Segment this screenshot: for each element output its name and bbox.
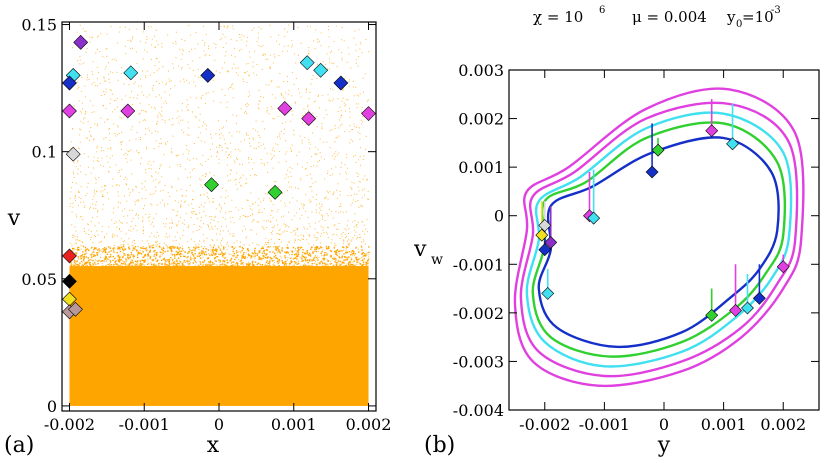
panel-a-marker xyxy=(73,34,89,50)
panel-a-marker xyxy=(123,65,139,81)
panel-a-y-label: v xyxy=(7,206,21,231)
x-tick-label: 0.002 xyxy=(760,415,806,434)
x-tick-label: -0.001 xyxy=(579,415,630,434)
panel-b-marker xyxy=(651,143,665,157)
panel-a-marker xyxy=(301,111,317,127)
orange-fringe xyxy=(69,245,370,281)
panel-b: -0.002 -0.001 0 0.001 0.002 -0.004 -0.003 -0.00… xyxy=(413,61,820,458)
panel-a-marker xyxy=(313,62,329,78)
panel-a-marker xyxy=(204,177,219,193)
panel-b-marker xyxy=(705,308,719,322)
title-mu: μ = 0.004 xyxy=(632,8,707,26)
panel-b-marker xyxy=(741,301,754,315)
panel-b-marker xyxy=(752,291,766,305)
x-tick-label: 0.001 xyxy=(701,415,747,434)
panel-a-marker xyxy=(62,103,77,119)
y-tick-label: 0.003 xyxy=(458,61,504,80)
title-y0: y xyxy=(726,8,736,26)
panel-a-marker xyxy=(62,248,77,264)
y-tick-label: 0.1 xyxy=(32,143,57,162)
panel-a-x-label: x xyxy=(207,433,220,458)
panel-a-marker xyxy=(62,75,77,91)
panel-a-marker xyxy=(361,106,376,121)
panel-b-marker xyxy=(729,304,742,317)
panel-a-marker xyxy=(267,184,283,200)
panel-a-marker xyxy=(200,67,216,83)
panel-b-loop xyxy=(519,101,799,378)
y-tick-label: 0 xyxy=(494,207,504,226)
x-tick-label: -0.002 xyxy=(519,415,570,434)
panel-a-ticks: -0.002 -0.001 0 0.001 0.002 0 0.05 0.1 0.15 xyxy=(21,16,391,434)
panel-b-loop xyxy=(531,121,787,358)
panel-b-marker xyxy=(541,287,555,300)
title-y0-value: =10 xyxy=(742,8,774,26)
panel-b-marker xyxy=(544,236,558,249)
y-tick-label: -0.001 xyxy=(453,255,504,274)
panel-a-marker xyxy=(62,273,77,289)
panel-a-markers xyxy=(62,34,376,320)
panel-b-marker xyxy=(645,165,659,179)
y-tick-label: 0.15 xyxy=(21,16,57,35)
panel-b-marker xyxy=(538,243,552,257)
panel-b-y-label: v xyxy=(413,237,427,262)
panel-a-marker xyxy=(65,146,81,162)
figure-title: χ = 10 6 μ = 0.004 y 0 =10 -3 xyxy=(533,5,781,30)
x-tick-label: -0.002 xyxy=(44,415,95,434)
y-tick-label: -0.004 xyxy=(453,401,504,420)
y-tick-label: 0 xyxy=(47,397,57,416)
title-y0-exponent: -3 xyxy=(771,5,781,16)
panel-a-marker xyxy=(277,101,293,116)
panel-b-loop xyxy=(537,136,780,349)
panel-b-markers xyxy=(535,99,790,322)
panel-b-y-label-sub: w xyxy=(431,252,443,268)
panel-b-loop xyxy=(525,111,793,368)
panel-a-orange-cloud xyxy=(69,24,370,406)
panel-b-loops xyxy=(513,87,805,388)
panel-b-marker xyxy=(776,260,790,274)
panel-a-marker xyxy=(299,55,315,71)
y-tick-label: 0.002 xyxy=(458,110,504,129)
orange-dense-band xyxy=(69,266,369,406)
x-tick-label: 0 xyxy=(659,415,669,434)
panel-a-marker xyxy=(333,75,349,91)
panel-b-marker xyxy=(587,211,601,225)
y-tick-label: -0.002 xyxy=(453,304,504,323)
panel-a-marker xyxy=(68,301,83,317)
x-tick-label: 0.002 xyxy=(346,415,392,434)
y-tick-label: 0.001 xyxy=(458,158,504,177)
panel-b-x-label: y xyxy=(657,433,671,458)
panel-b-loop xyxy=(513,87,805,388)
panel-b-ticks: -0.002 -0.001 0 0.001 0.002 -0.004 -0.003 -0.00… xyxy=(453,61,819,434)
y-tick-label: 0.05 xyxy=(21,270,57,289)
panel-b-marker xyxy=(535,228,549,242)
panel-b-marker xyxy=(538,219,552,232)
x-tick-label: -0.001 xyxy=(119,415,170,434)
orange-sparse-dots xyxy=(69,24,370,268)
title-chi-exponent: 6 xyxy=(599,5,605,16)
x-tick-label: 0.001 xyxy=(271,415,317,434)
x-tick-label: 0 xyxy=(214,415,224,434)
panel-b-marker xyxy=(705,124,719,138)
title-chi: χ = 10 xyxy=(533,8,583,26)
panel-a-marker xyxy=(120,103,136,119)
panel-b-marker xyxy=(726,137,739,151)
y-tick-label: -0.003 xyxy=(453,352,504,371)
panel-a-label: (a) xyxy=(4,433,34,458)
panel-b-label: (b) xyxy=(424,433,455,458)
title-y0-subscript: 0 xyxy=(736,19,742,30)
